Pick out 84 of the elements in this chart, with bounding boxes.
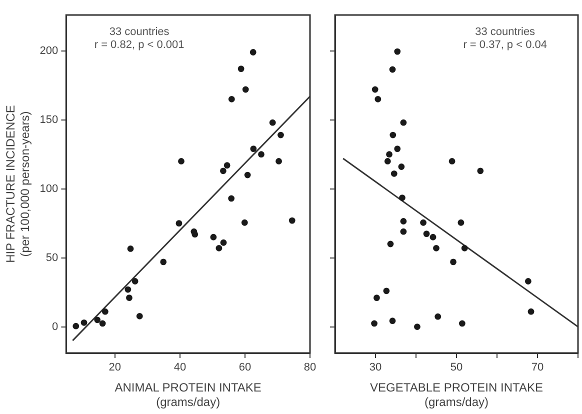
point xyxy=(244,172,251,178)
point xyxy=(220,168,226,174)
point xyxy=(250,146,257,152)
point xyxy=(390,132,396,138)
point xyxy=(458,320,466,327)
point xyxy=(241,219,248,226)
point xyxy=(524,278,532,284)
point xyxy=(528,308,534,315)
point xyxy=(448,158,456,164)
point xyxy=(124,286,132,293)
point xyxy=(387,240,394,248)
point xyxy=(242,86,249,93)
y-tick-label: 150 xyxy=(40,114,58,126)
x-tick-label: 40 xyxy=(174,362,186,374)
point xyxy=(458,219,464,226)
point xyxy=(390,170,398,177)
point xyxy=(372,86,378,93)
x-axis-title: ANIMAL PROTEIN INTAKE (grams/day) xyxy=(114,380,262,410)
point xyxy=(423,230,430,238)
point xyxy=(461,244,468,252)
point xyxy=(400,228,407,235)
point xyxy=(394,146,401,152)
point xyxy=(192,231,198,238)
point xyxy=(126,294,132,302)
x-tick-label: 20 xyxy=(108,362,122,374)
y-tick-label: 100 xyxy=(40,182,58,195)
point xyxy=(278,132,284,138)
point xyxy=(477,168,484,174)
point xyxy=(394,48,401,55)
annotation: r = 0.37, p < 0.04 xyxy=(463,39,547,51)
x-axis-title: VEGETABLE PROTEIN INTAKE (grams/day) xyxy=(370,380,543,410)
point xyxy=(400,218,407,224)
x-tick-label: 70 xyxy=(531,362,544,374)
point xyxy=(400,119,407,126)
point xyxy=(216,244,222,252)
point xyxy=(228,195,235,202)
point xyxy=(160,258,167,266)
point xyxy=(258,151,264,158)
point xyxy=(371,320,378,327)
point xyxy=(224,162,230,169)
x-tick-label: 80 xyxy=(304,362,316,374)
point xyxy=(450,258,456,266)
annotation: r = 0.82, p < 0.001 xyxy=(94,39,184,51)
point xyxy=(398,164,405,170)
point xyxy=(176,220,182,227)
point xyxy=(420,219,426,226)
point xyxy=(72,322,80,330)
point xyxy=(389,318,396,324)
annotation: 33 countries xyxy=(109,26,170,38)
point xyxy=(250,49,256,56)
point xyxy=(433,244,440,252)
point xyxy=(383,288,390,294)
point xyxy=(414,324,420,330)
point xyxy=(238,66,244,72)
point xyxy=(386,151,392,158)
point xyxy=(99,320,106,327)
point xyxy=(94,316,101,324)
point xyxy=(127,246,134,252)
x-tick-label: 60 xyxy=(238,362,252,374)
point xyxy=(276,158,282,164)
point xyxy=(288,217,296,224)
point xyxy=(132,278,138,284)
point xyxy=(399,194,406,201)
point xyxy=(102,308,108,315)
point xyxy=(178,158,184,164)
point xyxy=(228,96,235,102)
point xyxy=(430,234,436,240)
point xyxy=(210,234,217,240)
point xyxy=(136,312,143,320)
point xyxy=(374,96,382,102)
point xyxy=(389,66,396,73)
point xyxy=(374,294,380,302)
point xyxy=(384,158,391,164)
point xyxy=(434,313,442,320)
y-tick-label: 200 xyxy=(40,44,58,57)
y-tick-label: 50 xyxy=(46,252,58,264)
y-axis-title: HIP FRACTURE INCIDENCE (per 100,000 person-years) xyxy=(4,105,32,263)
y-tick-label: 0 xyxy=(52,320,58,333)
point xyxy=(220,239,227,246)
x-tick-label: 50 xyxy=(450,362,463,374)
point xyxy=(269,119,276,126)
x-tick-label: 30 xyxy=(369,362,382,374)
point xyxy=(80,319,88,326)
annotation: 33 countries xyxy=(475,26,536,38)
